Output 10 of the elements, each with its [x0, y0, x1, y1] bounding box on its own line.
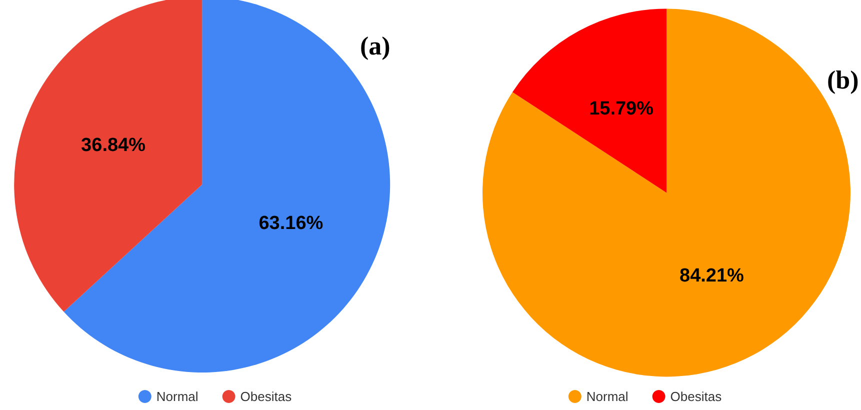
text: (a): [360, 32, 390, 60]
data-label: 84.21%: [679, 266, 744, 287]
legend-label: Normal: [156, 389, 198, 404]
legend-label: Obesitas: [670, 389, 722, 404]
data-label: 63.16%: [258, 212, 324, 234]
data-label: 15.79%: [589, 98, 654, 120]
data-label: 36.84%: [81, 135, 146, 156]
text: (b): [827, 66, 859, 94]
legend-label: Normal: [586, 389, 628, 404]
legend-label: Obesitas: [240, 389, 292, 404]
